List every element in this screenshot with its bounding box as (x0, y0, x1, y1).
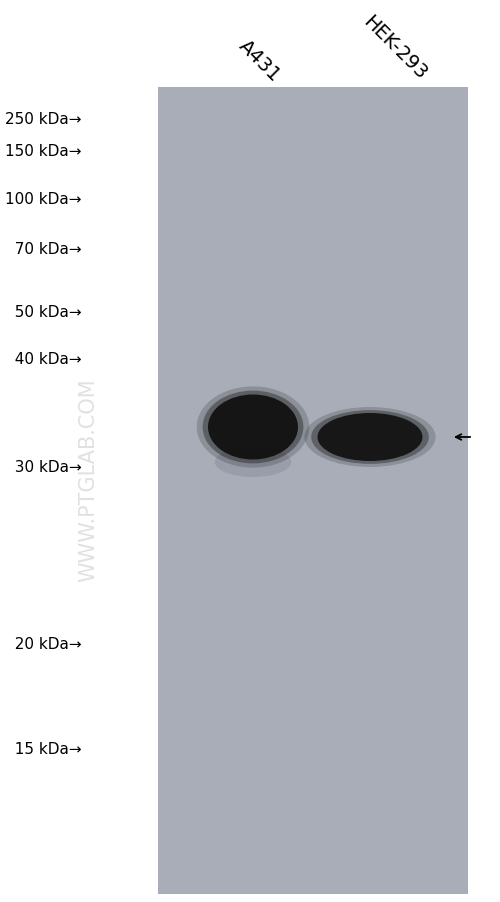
Text: HEK-293: HEK-293 (359, 13, 430, 84)
Ellipse shape (208, 395, 298, 460)
Ellipse shape (215, 447, 291, 477)
Text: 150 kDa→: 150 kDa→ (5, 144, 82, 160)
Text: 20 kDa→: 20 kDa→ (5, 637, 82, 652)
Ellipse shape (197, 387, 309, 468)
Text: 40 kDa→: 40 kDa→ (5, 352, 82, 367)
Text: 100 kDa→: 100 kDa→ (5, 192, 82, 207)
Text: 15 kDa→: 15 kDa→ (5, 741, 82, 757)
Ellipse shape (311, 410, 429, 465)
Ellipse shape (202, 391, 304, 464)
Text: A431: A431 (235, 37, 284, 86)
Text: 50 kDa→: 50 kDa→ (5, 305, 82, 320)
Bar (158, 87, 468, 894)
Text: 250 kDa→: 250 kDa→ (5, 113, 82, 127)
Text: WWW.PTGLAB.COM: WWW.PTGLAB.COM (78, 378, 98, 581)
Ellipse shape (304, 408, 436, 467)
Text: 70 kDa→: 70 kDa→ (5, 243, 82, 257)
Text: 30 kDa→: 30 kDa→ (5, 460, 82, 475)
Ellipse shape (318, 413, 422, 462)
